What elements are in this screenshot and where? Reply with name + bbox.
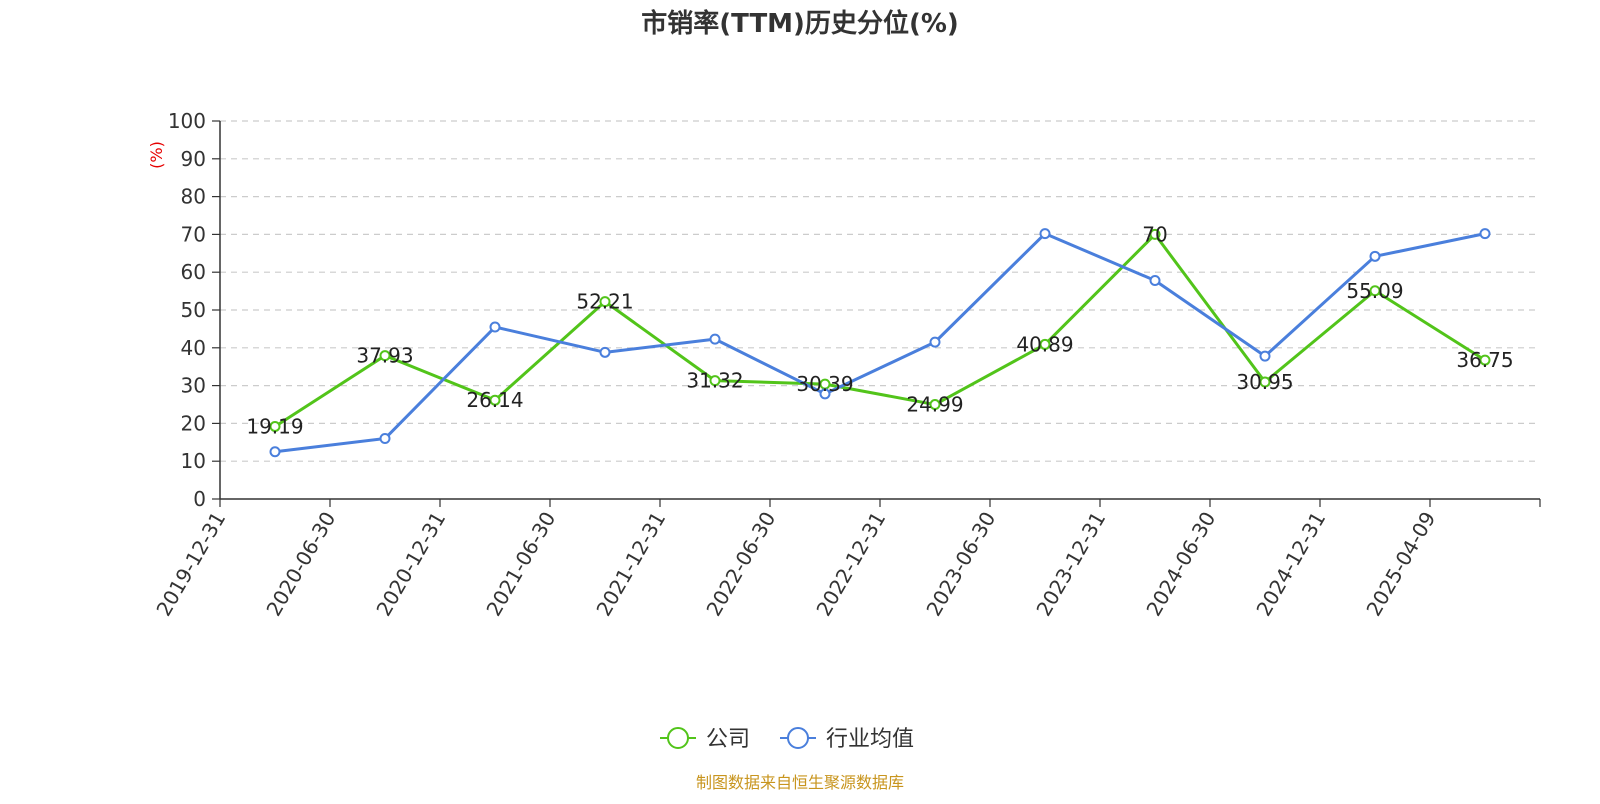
x-tick-label: 2022-12-31 bbox=[811, 508, 890, 621]
y-tick-label: 70 bbox=[181, 222, 206, 246]
data-label: 40.89 bbox=[1016, 332, 1073, 356]
series-0-point[interactable] bbox=[929, 399, 941, 411]
x-tick-label: 2024-12-31 bbox=[1251, 508, 1330, 621]
y-tick-label: 60 bbox=[181, 260, 206, 284]
series-0-point[interactable] bbox=[1369, 285, 1381, 297]
y-tick-label: 100 bbox=[168, 109, 206, 133]
series-line-0 bbox=[274, 232, 1486, 428]
data-label: 31.32 bbox=[686, 369, 743, 393]
y-axis-unit-label: (%) bbox=[147, 141, 166, 169]
data-labels: 19.19 37.93 26.14 52.21 31.32 30.39 24.99 40.89… bbox=[246, 222, 1513, 438]
y-tick-label: 30 bbox=[181, 374, 206, 398]
series-1-point[interactable] bbox=[709, 333, 721, 345]
series-line-1 bbox=[274, 232, 1486, 454]
chart-title: 市销率(TTM)历史分位(%) bbox=[641, 8, 959, 39]
x-tick-label: 2020-12-31 bbox=[371, 508, 450, 621]
legend-item-0[interactable]: 公司 bbox=[660, 727, 750, 752]
x-tick-label: 2023-12-31 bbox=[1031, 508, 1110, 621]
data-label: 55.09 bbox=[1346, 279, 1403, 303]
x-tick-label: 2021-06-30 bbox=[481, 508, 560, 621]
series-0-point[interactable] bbox=[379, 350, 391, 362]
y-tick-label: 10 bbox=[181, 449, 206, 473]
series-1-point[interactable] bbox=[929, 336, 941, 348]
series-1-point[interactable] bbox=[1039, 228, 1051, 240]
series-1-point[interactable] bbox=[269, 446, 281, 458]
series-1-point[interactable] bbox=[599, 346, 611, 358]
x-tick-label: 2019-12-31 bbox=[151, 508, 230, 621]
series-1-point[interactable] bbox=[1479, 228, 1491, 240]
legend-marker bbox=[667, 727, 689, 749]
series-1-point[interactable] bbox=[489, 321, 501, 333]
series-1-point[interactable] bbox=[1259, 350, 1271, 362]
series-0-point[interactable] bbox=[599, 296, 611, 308]
series-0-point[interactable] bbox=[489, 394, 501, 406]
grid-lines bbox=[220, 120, 1540, 462]
x-tick-label: 2025-04-09 bbox=[1361, 508, 1440, 621]
data-label: 19.19 bbox=[246, 414, 303, 438]
data-label: 52.21 bbox=[576, 290, 633, 314]
legend-marker bbox=[787, 727, 809, 749]
y-tick-label: 90 bbox=[181, 147, 206, 171]
x-tick-label: 2020-06-30 bbox=[261, 508, 340, 621]
data-label: 36.75 bbox=[1456, 348, 1513, 372]
y-tick-label: 50 bbox=[181, 298, 206, 322]
x-tick-label: 2022-06-30 bbox=[701, 508, 780, 621]
series-0-point[interactable] bbox=[269, 420, 281, 432]
data-label: 30.95 bbox=[1236, 370, 1293, 394]
legend-item-1[interactable]: 行业均值 bbox=[780, 727, 914, 752]
y-tick-label: 20 bbox=[181, 411, 206, 435]
series-lines bbox=[269, 228, 1491, 458]
series-1-point[interactable] bbox=[1149, 275, 1161, 287]
legend-label: 行业均值 bbox=[826, 727, 914, 752]
series-0-point[interactable] bbox=[1259, 376, 1271, 388]
legend-label: 公司 bbox=[706, 727, 750, 752]
series-1-point[interactable] bbox=[1369, 250, 1381, 262]
series-1-point[interactable] bbox=[379, 433, 391, 445]
data-label: 24.99 bbox=[906, 393, 963, 417]
series-0-point[interactable] bbox=[1479, 354, 1491, 366]
data-label: 70 bbox=[1142, 222, 1167, 246]
data-label: 26.14 bbox=[466, 388, 523, 412]
legend[interactable]: 公司 行业均值 bbox=[660, 727, 914, 752]
series-0-point[interactable] bbox=[709, 375, 721, 387]
series-0-point[interactable] bbox=[1149, 228, 1161, 240]
data-label: 37.93 bbox=[356, 344, 413, 368]
x-tick-label: 2023-06-30 bbox=[921, 508, 1000, 621]
series-0-point[interactable] bbox=[1039, 338, 1051, 350]
y-tick-label: 40 bbox=[181, 336, 206, 360]
y-tick-label: 0 bbox=[193, 487, 206, 511]
data-label: 30.39 bbox=[796, 372, 853, 396]
source-note: 制图数据来自恒生聚源数据库 bbox=[696, 773, 904, 792]
series-1-point[interactable] bbox=[819, 388, 831, 400]
x-tick-label: 2024-06-30 bbox=[1141, 508, 1220, 621]
x-tick-label: 2021-12-31 bbox=[591, 508, 670, 621]
y-tick-label: 80 bbox=[181, 185, 206, 209]
